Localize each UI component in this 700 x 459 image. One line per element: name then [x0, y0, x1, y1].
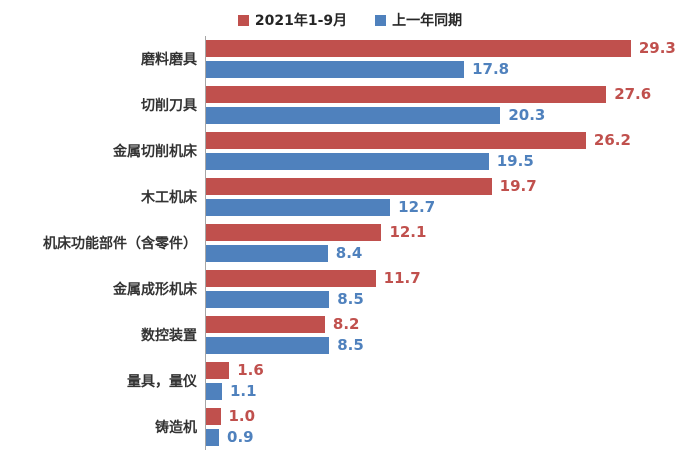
bar-row: 19.5: [206, 153, 700, 170]
value-label: 0.9: [227, 428, 254, 446]
chart-group: 金属成形机床 11.7 8.5: [0, 266, 700, 312]
bar-row: 1.1: [206, 383, 700, 400]
category-label: 金属切削机床: [113, 144, 197, 160]
bar-series2: [206, 429, 220, 446]
chart-group: 机床功能部件（含零件） 12.1 8.4: [0, 220, 700, 266]
category-label: 金属成形机床: [113, 282, 197, 298]
chart-group: 数控装置 8.2 8.5: [0, 312, 700, 358]
legend-item-series2: 上一年同期: [375, 10, 462, 30]
bar-row: 8.2: [206, 316, 700, 333]
bar-series2: [206, 337, 330, 354]
value-label: 11.7: [383, 269, 421, 287]
bar-row: 12.1: [206, 224, 700, 241]
legend-label-series2: 上一年同期: [392, 13, 463, 29]
bar-series1: [206, 362, 230, 379]
value-label: 1.0: [228, 407, 256, 425]
value-label: 26.2: [593, 131, 631, 149]
value-label: 19.5: [496, 152, 534, 170]
chart-group: 量具，量仪 1.6 1.1: [0, 358, 700, 404]
bars-cell: 1.0 0.9: [205, 404, 700, 450]
chart-group: 金属切削机床 26.2 19.5: [0, 128, 700, 174]
chart-group: 切削刀具 27.6 20.3: [0, 82, 700, 128]
plot-area: 磨料磨具 29.3 17.8 切削刀具 27.6 20.3 金属切削机床 26.2 19.5 木工…: [0, 36, 700, 450]
bar-row: 12.7: [206, 199, 700, 216]
bar-series2: [206, 153, 489, 170]
category-label: 木工机床: [141, 190, 197, 206]
legend-swatch-red: [237, 14, 249, 26]
category-label: 铸造机: [155, 420, 197, 436]
value-label: 8.5: [337, 290, 364, 308]
bar-row: 27.6: [206, 86, 700, 103]
bar-row: 17.8: [206, 61, 700, 78]
bars-cell: 11.7 8.5: [205, 266, 700, 312]
value-label: 1.6: [237, 361, 264, 379]
value-label: 17.8: [472, 60, 510, 78]
bar-series2: [206, 291, 330, 308]
bars-cell: 1.6 1.1: [205, 358, 700, 404]
bar-series1: [206, 178, 492, 195]
chart-legend: 2021年1-9月 上一年同期: [0, 8, 700, 32]
bar-row: 1.6: [206, 362, 700, 379]
bar-series2: [206, 383, 222, 400]
legend-swatch-blue: [375, 14, 387, 26]
bar-row: 8.4: [206, 245, 700, 262]
value-label: 1.1: [229, 382, 257, 400]
value-label: 8.5: [337, 336, 364, 354]
bar-row: 0.9: [206, 429, 700, 446]
value-label: 12.7: [398, 198, 436, 216]
bar-row: 29.3: [206, 40, 700, 57]
category-label: 量具，量仪: [127, 374, 197, 390]
bar-row: 20.3: [206, 107, 700, 124]
bar-series1: [206, 270, 376, 287]
bar-row: 1.0: [206, 408, 700, 425]
legend-item-series1: 2021年1-9月: [237, 10, 348, 30]
bar-series2: [206, 199, 391, 216]
bar-series2: [206, 245, 328, 262]
bars-cell: 8.2 8.5: [205, 312, 700, 358]
bars-cell: 26.2 19.5: [205, 128, 700, 174]
bar-series1: [206, 132, 586, 149]
value-label: 12.1: [389, 223, 427, 241]
category-label: 磨料磨具: [141, 52, 197, 68]
value-label: 19.7: [499, 177, 537, 195]
value-label: 27.6: [614, 85, 652, 103]
bar-series2: [206, 61, 465, 78]
bar-series1: [206, 40, 631, 57]
category-label: 切削刀具: [141, 98, 197, 114]
bar-row: 19.7: [206, 178, 700, 195]
bar-series2: [206, 107, 501, 124]
bars-cell: 19.7 12.7: [205, 174, 700, 220]
chart-group: 铸造机 1.0 0.9: [0, 404, 700, 450]
bar-series1: [206, 408, 221, 425]
bar-series1: [206, 86, 607, 103]
legend-label-series1: 2021年1-9月: [254, 13, 348, 29]
bar-series1: [206, 224, 382, 241]
bars-cell: 27.6 20.3: [205, 82, 700, 128]
value-label: 20.3: [508, 106, 546, 124]
category-label: 机床功能部件（含零件）: [43, 236, 197, 252]
value-label: 8.2: [332, 315, 360, 333]
bars-cell: 29.3 17.8: [205, 36, 700, 82]
bar-row: 8.5: [206, 337, 700, 354]
bars-cell: 12.1 8.4: [205, 220, 700, 266]
chart-group: 木工机床 19.7 12.7: [0, 174, 700, 220]
value-label: 29.3: [638, 39, 676, 57]
value-label: 8.4: [335, 244, 363, 262]
chart-group: 磨料磨具 29.3 17.8: [0, 36, 700, 82]
category-label: 数控装置: [141, 328, 197, 344]
bar-series1: [206, 316, 325, 333]
bar-row: 8.5: [206, 291, 700, 308]
bar-row: 26.2: [206, 132, 700, 149]
bar-row: 11.7: [206, 270, 700, 287]
